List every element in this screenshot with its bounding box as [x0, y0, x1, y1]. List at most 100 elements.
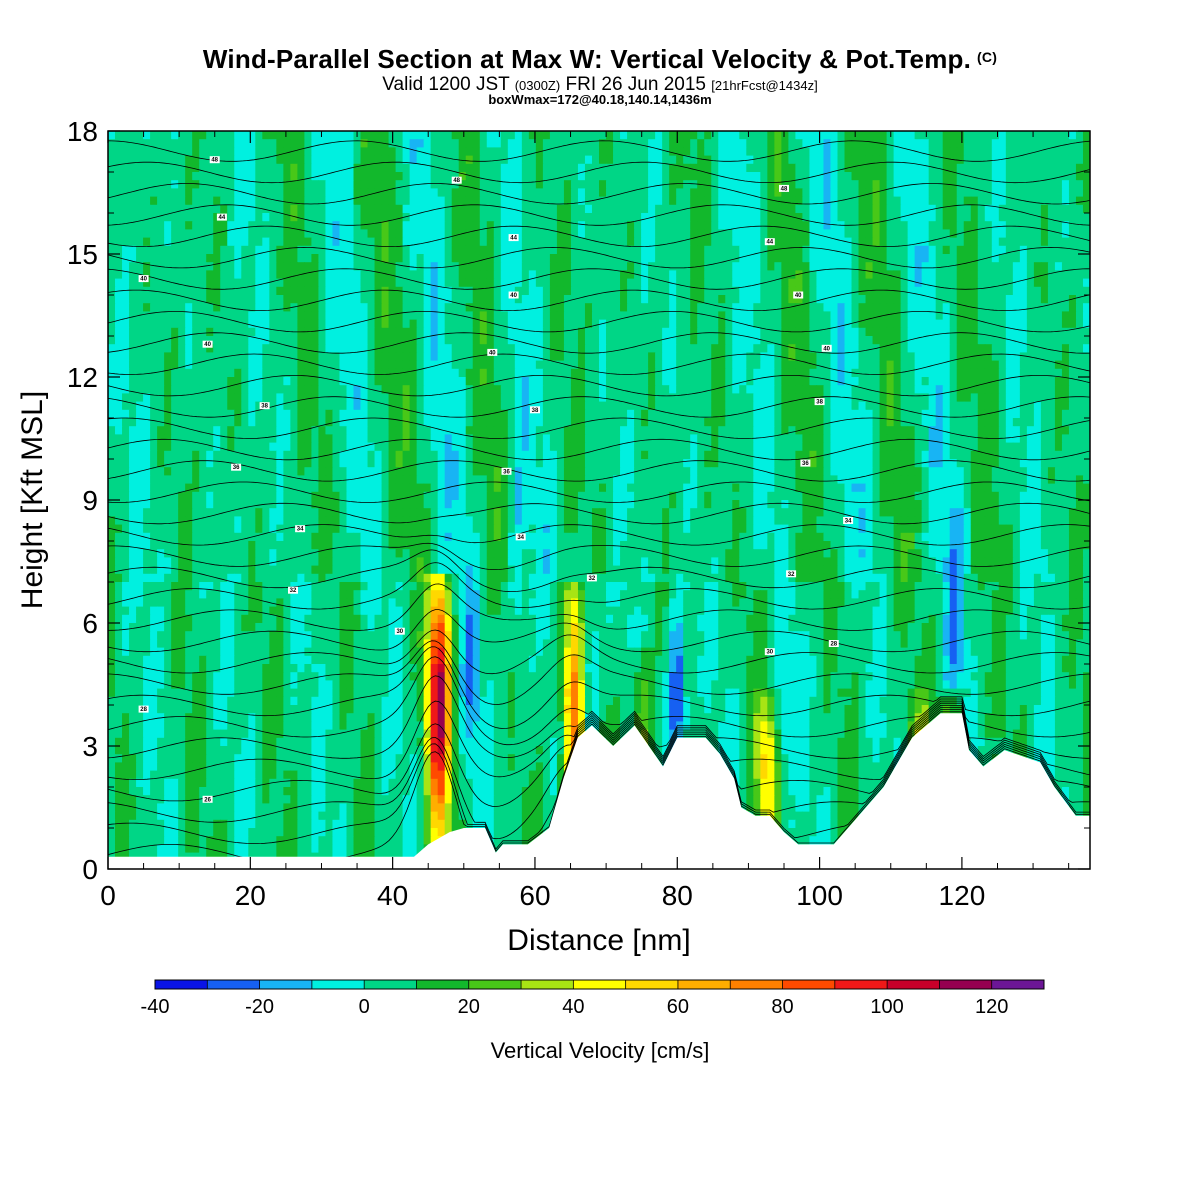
isentrope-line	[108, 161, 1090, 184]
isentrope-line	[108, 438, 1090, 461]
isentrope-label: 34	[297, 527, 304, 533]
isentrope-label: 48	[781, 186, 788, 192]
x-tick-label: 40	[377, 880, 408, 911]
isentrope-line	[108, 524, 1090, 546]
isentrope-label: 26	[204, 797, 211, 803]
isentrope-line	[108, 640, 1090, 705]
terrain-area	[108, 713, 1090, 869]
isentrope-line	[108, 289, 1090, 311]
y-tick-label: 9	[82, 485, 98, 516]
isentrope-line	[108, 562, 1090, 610]
isentrope-label: 36	[802, 461, 809, 467]
isentrope-line	[108, 353, 1090, 375]
isentrope-label: 44	[510, 236, 517, 242]
isentrope-label: 36	[233, 465, 240, 471]
x-tick-label: 60	[519, 880, 550, 911]
colorbar-swatch	[991, 980, 1045, 989]
colorbar-swatch	[521, 980, 574, 989]
colorbar-tick-label: -40	[141, 996, 170, 1018]
box-info: boxWmax=172@40.18,140.14,1436m	[488, 92, 712, 107]
x-tick-label: 80	[662, 880, 693, 911]
isentrope-label: 32	[589, 576, 596, 582]
colorbar-tick-label: 0	[359, 996, 370, 1018]
isentrope-label: 40	[823, 346, 830, 352]
colorbar-tick-label: 40	[562, 996, 584, 1018]
isentrope-line	[108, 332, 1090, 354]
x-tick-label: 100	[796, 880, 843, 911]
y-axis-label: Height [Kft MSL]	[16, 391, 49, 609]
isentrope-line	[108, 460, 1090, 482]
y-tick-label: 15	[67, 239, 98, 270]
colorbar-swatch	[364, 980, 417, 989]
isentrope-line	[108, 311, 1090, 333]
isentrope-line	[108, 549, 1090, 592]
isentrope-line	[108, 675, 1090, 759]
y-tick-label: 6	[82, 608, 98, 639]
isentrope-line	[108, 268, 1090, 290]
colorbar-tick-label: 100	[870, 996, 903, 1018]
colorbar: -40 -20 0 20 40 60 80 100 120	[141, 979, 1045, 1018]
isentrope-label: 34	[517, 535, 524, 541]
isentrope-label: 40	[510, 293, 517, 299]
isentrope-line	[108, 140, 1090, 162]
colorbar-swatch	[573, 980, 626, 989]
isentrope-line	[108, 375, 1090, 397]
colorbar-swatch	[730, 980, 783, 989]
colorbar-swatch	[677, 980, 731, 989]
isentrope-label: 40	[795, 293, 802, 299]
y-tick-label: 18	[67, 116, 98, 147]
colorbar-swatch	[625, 980, 679, 989]
colorbar-swatch	[782, 980, 836, 989]
isentrope-line	[108, 629, 1090, 675]
y-tick-label: 12	[67, 362, 98, 393]
isentrope-line	[108, 583, 1090, 631]
isentrope-label: 44	[219, 215, 226, 221]
isentrope-label: 32	[290, 588, 297, 594]
x-tick-label: 120	[939, 880, 986, 911]
isentrope-label: 30	[396, 629, 403, 635]
colorbar-swatch	[311, 980, 365, 989]
y-tick-label: 3	[82, 731, 98, 762]
isentrope-label: 28	[140, 707, 147, 713]
colorbar-tick-label: 80	[771, 996, 793, 1018]
isentrope-line	[108, 225, 1090, 247]
isentrope-label: 40	[204, 342, 211, 348]
isentrope-line	[108, 609, 1090, 653]
title-tag: (C)	[977, 49, 998, 65]
colorbar-swatch	[887, 980, 940, 989]
isentrope-label: 28	[830, 642, 837, 648]
isentrope-line	[108, 705, 1090, 807]
isentrope-label: 48	[453, 178, 460, 184]
isentrope-line	[108, 502, 1090, 525]
colorbar-swatch	[939, 980, 992, 989]
x-axis-label: Distance [nm]	[507, 924, 690, 957]
isentrope-label: 40	[489, 350, 496, 356]
isentrope-label: 38	[261, 404, 268, 410]
colorbar-tick-label: 60	[667, 996, 689, 1018]
isentrope-line	[108, 204, 1090, 226]
isentrope-label: 30	[766, 650, 773, 656]
colorbar-tick-label: -20	[245, 996, 274, 1018]
isentrope-line	[108, 417, 1090, 439]
isentrope-line	[108, 709, 1090, 850]
isentrope-line	[108, 542, 1090, 570]
isentrope-line	[108, 646, 1090, 729]
colorbar-swatch	[416, 980, 470, 989]
isentropes: 48 48 48 44 44 44 40 40 40 40 40 40 38 38 38 36 36 36 34 34…	[108, 140, 1090, 866]
chart-subtitle: Valid 1200 JST (0300Z) FRI 26 Jun 2015 […	[382, 74, 818, 95]
colorbar-swatch	[468, 980, 522, 989]
isentrope-line	[108, 707, 1090, 840]
colorbar-swatch	[259, 980, 313, 989]
isentrope-line	[108, 183, 1090, 205]
colorbar-tick-label: 20	[458, 996, 480, 1018]
isentrope-label: 40	[140, 277, 147, 283]
terrain-mask	[108, 713, 1090, 869]
isentrope-line	[108, 700, 1090, 781]
isentrope-line	[108, 246, 1090, 269]
x-tick-label: 0	[100, 880, 116, 911]
y-tick-label: 0	[82, 854, 98, 885]
colorbar-label: Vertical Velocity [cm/s]	[491, 1038, 710, 1063]
